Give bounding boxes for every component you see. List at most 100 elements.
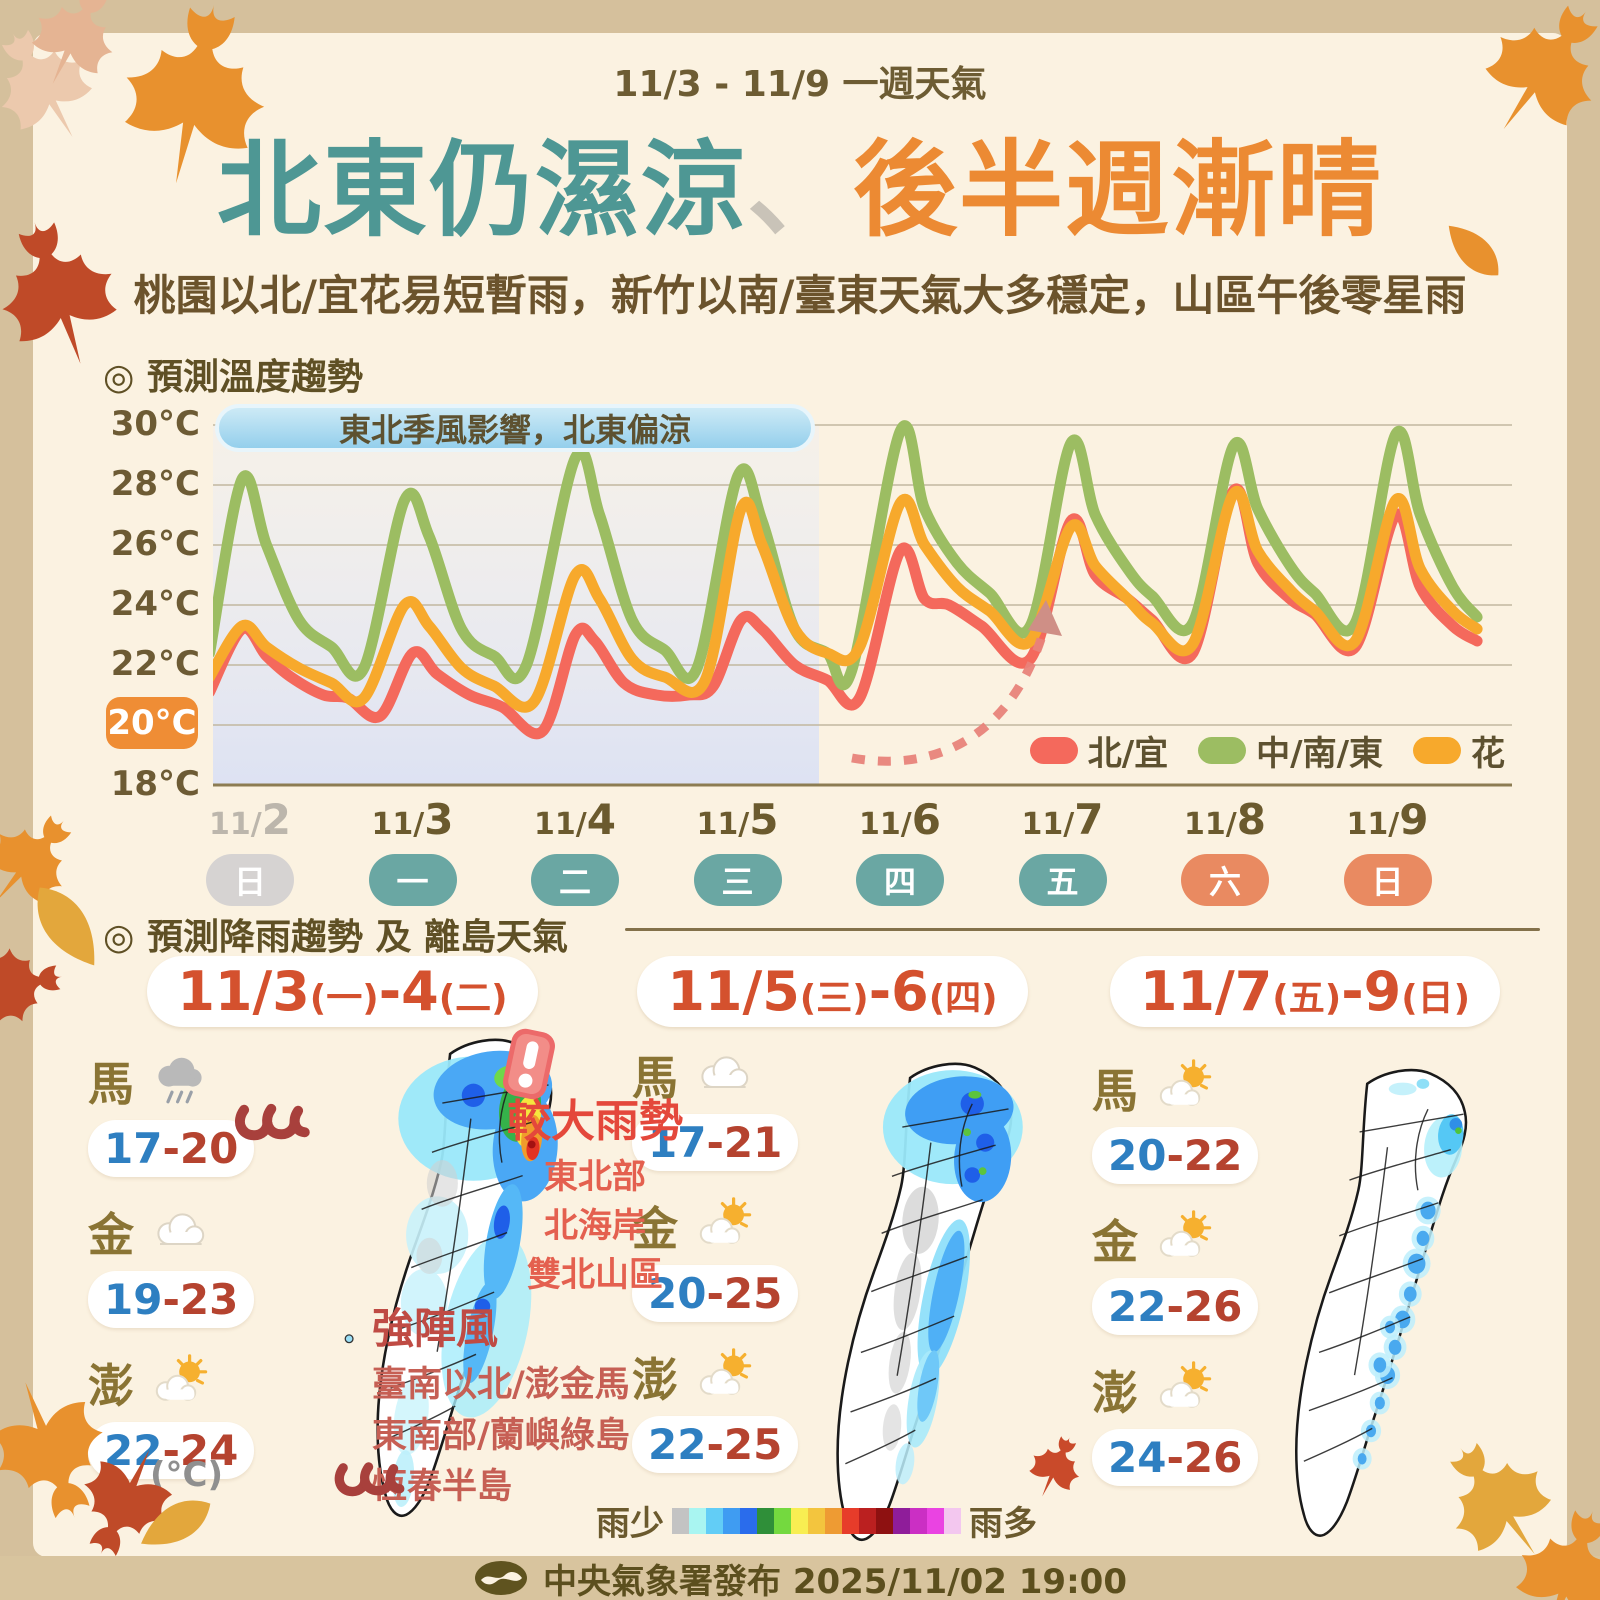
- day-column-11/4: 11/4 二: [510, 795, 640, 906]
- rain-scale-cell: [944, 1507, 961, 1534]
- panel-title-part: 11/3: [177, 959, 310, 1023]
- day-date-label: 11/2: [209, 795, 291, 844]
- island-row-馬: 馬 17-20: [88, 1048, 255, 1177]
- rain-scale-cell: [689, 1507, 706, 1534]
- wind-gust-icon-top: [235, 1103, 310, 1141]
- day-date-label: 11/4: [534, 795, 616, 844]
- partly-sunny-icon: [140, 1351, 220, 1415]
- panel-title-part: 11/7: [1139, 959, 1273, 1023]
- partly-sunny-icon: [684, 1345, 764, 1409]
- day-column-11/7: 11/7 五: [998, 795, 1128, 906]
- y-tick-20: 20°C: [106, 697, 198, 749]
- rain-scale-cell: [893, 1507, 910, 1534]
- leaf-cluster-bottom-left: [0, 1363, 220, 1573]
- panel-title-part: -9: [1341, 959, 1402, 1023]
- island-temp-range: 19-23: [88, 1271, 255, 1328]
- footer-issued-text: 中央氣象署發布 2025/11/02 19:00: [543, 1561, 1127, 1600]
- panel-title-part: (二): [438, 977, 508, 1019]
- cloudy-icon: [684, 1043, 764, 1107]
- rain-scale-cell: [757, 1507, 774, 1534]
- panel2-title: 11/5(三)-6(四): [637, 955, 1028, 1027]
- rain-scale-cell: [876, 1507, 893, 1534]
- rain-scale-cell: [842, 1507, 859, 1534]
- panel-title-part: 11/5: [667, 959, 800, 1023]
- rain-scale-cell: [740, 1507, 757, 1534]
- rain-scale-cell: [672, 1507, 689, 1534]
- rain-scale-cell: [808, 1507, 825, 1534]
- leaf-cluster-left-mid: [0, 795, 112, 1030]
- island-row-馬: 馬 17-21: [632, 1042, 799, 1171]
- panel3-islands: 馬 20-22 金 22-26 澎 24-26: [1092, 1055, 1259, 1486]
- day-of-week-badge: 一: [368, 854, 457, 906]
- legend-swatch: [1413, 737, 1461, 764]
- panel2-title-wrap: 11/5(三)-6(四): [600, 955, 1065, 1027]
- panel1-title: 11/3(一)-4(二): [147, 955, 538, 1027]
- day-of-week-badge: 日: [1343, 854, 1432, 906]
- rain-scale-cell: [706, 1507, 723, 1534]
- island-name: 金: [1092, 1215, 1138, 1269]
- cloudy-icon: [140, 1200, 220, 1264]
- panel-title-part: -6: [868, 959, 929, 1023]
- legend-swatch: [1198, 737, 1247, 764]
- y-tick-30: 30°C: [110, 404, 200, 444]
- rain-scale-cell: [774, 1507, 791, 1534]
- rain-scale-cell: [910, 1507, 927, 1534]
- taiwan-rain-map-nov7-9: [1238, 1058, 1504, 1553]
- day-column-11/5: 11/5 三: [673, 795, 803, 906]
- wind-gust-icon-bottom: [334, 1462, 405, 1497]
- strong-gust-callout: 強陣風 臺南以北/澎金馬 東南部/蘭嶼綠島 恆春半島: [372, 1295, 630, 1509]
- panel3-title: 11/7(五)-9(日): [1109, 955, 1501, 1027]
- rain-color-scale: [672, 1507, 961, 1534]
- day-column-11/6: 11/6 四: [835, 795, 965, 906]
- day-date-label: 11/8: [1184, 795, 1266, 844]
- island-row-金: 金 20-25: [632, 1193, 799, 1322]
- headline: 北東仍濕涼、後半週漸晴: [0, 105, 1600, 256]
- chart-legend: 北/宜 中/南/東 花: [1029, 726, 1505, 775]
- partly-sunny-icon: [1144, 1358, 1224, 1422]
- period-title: 11/3 - 11/9 一週天氣: [613, 64, 987, 105]
- rain-less-label: 雨少: [596, 1504, 664, 1544]
- y-tick-24: 24°C: [110, 584, 200, 624]
- legend-item-1: 中/南/東: [1198, 726, 1383, 775]
- island-temp-range: 17-21: [632, 1114, 799, 1171]
- strong-gust-title: 強陣風: [372, 1304, 499, 1353]
- y-tick-26: 26°C: [110, 524, 200, 564]
- island-name: 金: [632, 1202, 678, 1256]
- day-of-week-badge: 六: [1181, 854, 1269, 906]
- panel2-islands: 馬 17-21 金 20-25 澎 22-25: [632, 1042, 799, 1473]
- day-column-11/9: 11/9 日: [1323, 795, 1453, 906]
- rain-scale-cell: [723, 1507, 740, 1534]
- island-name: 澎: [632, 1353, 678, 1407]
- island-row-澎: 澎 22-25: [632, 1344, 799, 1473]
- day-of-week-badge: 五: [1018, 854, 1107, 906]
- y-tick-18: 18°C: [110, 764, 200, 804]
- legend-label: 北/宜: [1087, 734, 1169, 774]
- monsoon-banner: 東北季風影響，北東偏涼: [215, 404, 815, 452]
- day-date-label: 11/3: [371, 795, 454, 844]
- rain-scale-cell: [927, 1507, 944, 1534]
- island-temp-range: 20-25: [632, 1265, 799, 1322]
- island-name: 澎: [1092, 1366, 1138, 1420]
- legend-item-2: 花: [1413, 726, 1505, 775]
- taiwan-rain-map-nov5-6: [778, 1052, 1050, 1557]
- footer-bar: 中央氣象署發布 2025/11/02 19:00: [0, 1556, 1600, 1600]
- rain-more-label: 雨多: [969, 1504, 1037, 1544]
- day-of-week-badge: 四: [856, 854, 944, 906]
- heavy-rain-callout: 較大雨勢 東北部 北海岸 雙北山區: [470, 1085, 720, 1296]
- rain-intensity-legend: 雨少 雨多: [596, 1496, 1037, 1545]
- rain-scale-cell: [791, 1507, 808, 1534]
- day-of-week-badge: 二: [531, 854, 619, 906]
- island-temp-range: 20-22: [1092, 1127, 1259, 1184]
- panel-title-part: (一): [309, 977, 379, 1019]
- headline-part-1: 、: [746, 129, 853, 251]
- alert-exclamation-icon: [498, 1024, 560, 1104]
- y-tick-28: 28°C: [110, 464, 200, 504]
- island-row-金: 金 22-26: [1092, 1206, 1259, 1335]
- panel-title-part: (四): [928, 977, 998, 1019]
- island-row-澎: 澎 24-26: [1092, 1357, 1259, 1486]
- island-row-馬: 馬 20-22: [1092, 1055, 1259, 1184]
- y-tick-22: 22°C: [110, 644, 200, 684]
- panel-title-part: (五): [1272, 977, 1342, 1019]
- island-temp-range: 22-26: [1092, 1278, 1259, 1335]
